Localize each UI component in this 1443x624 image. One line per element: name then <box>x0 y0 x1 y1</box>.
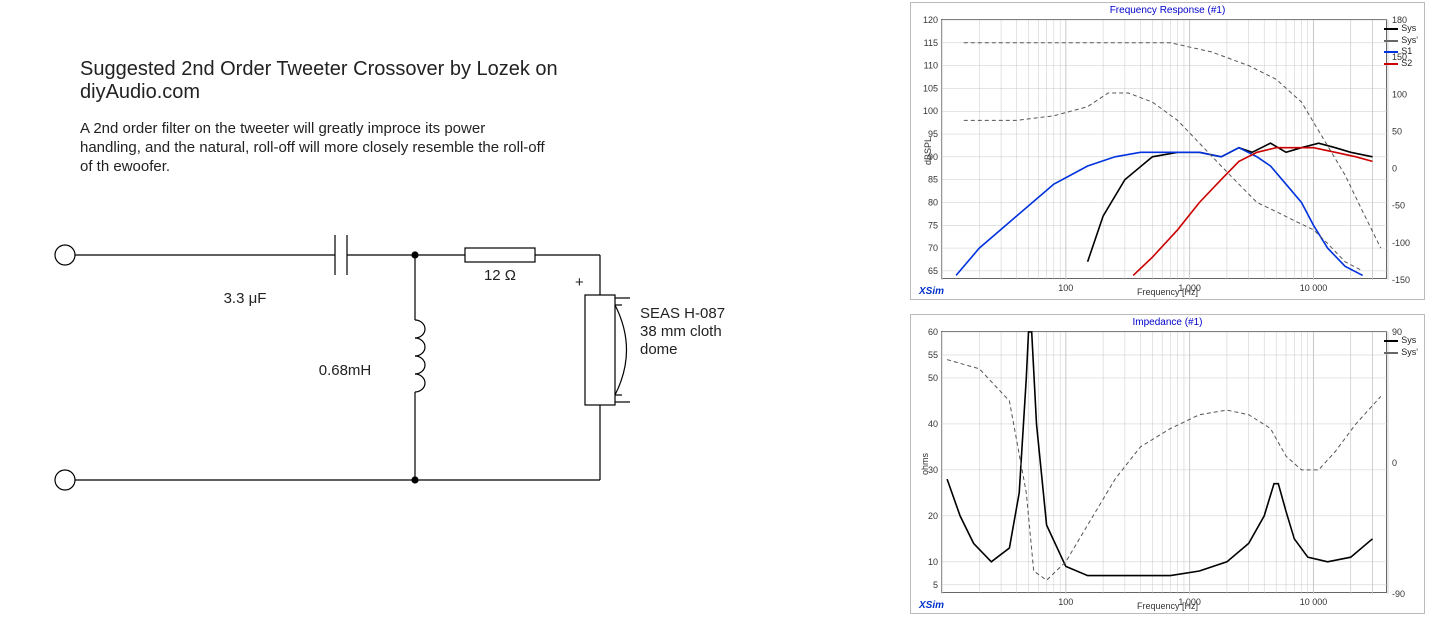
svg-text:100: 100 <box>1392 89 1407 99</box>
xlabel-bottom: Frequency [Hz] <box>911 601 1424 611</box>
xlabel-top: Frequency [Hz] <box>911 287 1424 297</box>
svg-text:55: 55 <box>928 350 938 360</box>
svg-text:50: 50 <box>1392 126 1402 136</box>
svg-text:95: 95 <box>928 129 938 139</box>
svg-text:0: 0 <box>1392 164 1397 174</box>
speaker-label-line3: dome <box>640 341 760 359</box>
legend-item: Sys <box>1384 335 1418 347</box>
svg-text:65: 65 <box>928 266 938 276</box>
plot-area-top: 65707580859095100105110115120-150-100-50… <box>941 19 1387 279</box>
svg-text:-50: -50 <box>1392 201 1405 211</box>
chart-title-top: Frequency Response (#1) <box>911 5 1424 16</box>
svg-text:115: 115 <box>924 38 938 48</box>
svg-text:-100: -100 <box>1392 238 1410 248</box>
svg-text:75: 75 <box>928 220 938 230</box>
svg-text:0.68mH: 0.68mH <box>319 362 372 379</box>
svg-text:50: 50 <box>928 373 938 383</box>
svg-text:-90: -90 <box>1392 589 1405 599</box>
legend-bottom: SysSys' <box>1384 335 1418 358</box>
svg-text:110: 110 <box>924 61 938 71</box>
svg-text:0: 0 <box>1392 458 1397 468</box>
legend-item: Sys' <box>1384 35 1418 47</box>
speaker-label: SEAS H-087 38 mm cloth dome <box>640 305 760 359</box>
svg-text:+: + <box>575 274 584 291</box>
svg-text:70: 70 <box>928 243 938 253</box>
svg-text:85: 85 <box>928 175 938 185</box>
legend-item: S2 <box>1384 58 1418 70</box>
legend-item: Sys' <box>1384 347 1418 359</box>
frequency-response-chart: Frequency Response (#1) dBSPL 6570758085… <box>910 2 1425 300</box>
svg-text:40: 40 <box>928 419 938 429</box>
svg-text:5: 5 <box>933 580 938 590</box>
impedance-chart: Impedance (#1) ohms 510203040505560-9009… <box>910 314 1425 614</box>
page-title: Suggested 2nd Order Tweeter Crossover by… <box>80 58 580 104</box>
chart-title-bottom: Impedance (#1) <box>911 317 1424 328</box>
circuit-diagram: 3.3 μF 12 Ω +0.68mH <box>45 230 745 530</box>
svg-text:30: 30 <box>928 465 938 475</box>
svg-text:120: 120 <box>923 15 938 25</box>
svg-text:3.3 μF: 3.3 μF <box>224 290 267 307</box>
page-subtitle: A 2nd order filter on the tweeter will g… <box>80 120 550 176</box>
svg-text:10: 10 <box>928 557 938 567</box>
svg-text:90: 90 <box>928 152 938 162</box>
plot-area-bottom: 510203040505560-900901001 00010 000 <box>941 331 1387 593</box>
svg-text:105: 105 <box>923 83 938 93</box>
legend-item: Sys <box>1384 23 1418 35</box>
svg-text:100: 100 <box>923 106 938 116</box>
legend-item: S1 <box>1384 46 1418 58</box>
svg-text:12 Ω: 12 Ω <box>484 267 516 284</box>
svg-text:60: 60 <box>928 327 938 337</box>
svg-text:80: 80 <box>928 197 938 207</box>
svg-text:20: 20 <box>928 511 938 521</box>
speaker-label-line1: SEAS H-087 <box>640 305 760 323</box>
speaker-label-line2: 38 mm cloth <box>640 323 760 341</box>
legend-top: SysSys'S1S2 <box>1384 23 1418 70</box>
svg-text:-150: -150 <box>1392 275 1410 285</box>
